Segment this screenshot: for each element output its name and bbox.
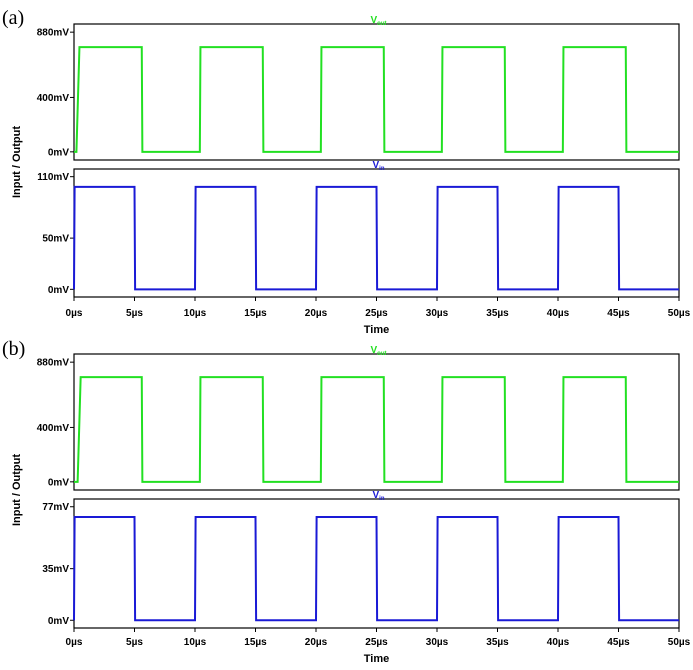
y-tick-label: 110mV — [37, 172, 69, 183]
x-tick-label: 0µs — [66, 308, 83, 319]
x-tick-label: 15µs — [244, 637, 267, 648]
x-tick-label: 25µs — [365, 308, 388, 319]
x-tick-label: 0µs — [66, 637, 83, 648]
y-tick-label: 400mV — [37, 93, 70, 104]
x-tick-label: 45µs — [607, 308, 630, 319]
y-axis-title: Input / Output — [11, 454, 23, 526]
subplot-out: Vout 880mV 400mV 0mV — [37, 345, 680, 491]
plot-frame — [73, 23, 680, 161]
subplot-out: Vout 880mV 400mV 0mV — [37, 15, 680, 161]
plot-frame — [73, 353, 680, 491]
x-tick-label: 30µs — [426, 637, 449, 648]
panel-label: (a) — [2, 7, 24, 29]
y-tick-label: 0mV — [48, 147, 69, 158]
y-tick-label: 35mV — [42, 564, 69, 575]
panel-a: (a) Vout 880mV 400mV 0mV Vin 110mV 50mV 0mV 0µs 5µ… — [2, 7, 691, 336]
x-tick-label: 50µs — [668, 308, 691, 319]
y-tick-label: 50mV — [42, 234, 69, 245]
trace-title: Vout — [371, 345, 387, 357]
trace-title: Vout — [371, 15, 387, 27]
series-line-vout — [74, 376, 679, 483]
y-tick-label: 0mV — [48, 477, 69, 488]
x-tick-label: 35µs — [486, 308, 509, 319]
trace-title: Vin — [372, 490, 384, 502]
x-tick-label: 35µs — [486, 637, 509, 648]
x-tick-label: 10µs — [184, 308, 207, 319]
subplot-in: Vin 110mV 50mV 0mV — [37, 160, 680, 298]
panel-b: (b) Vout 880mV 400mV 0mV Vin 77mV 35mV 0mV 0µs 5µs… — [2, 338, 691, 665]
y-tick-label: 77mV — [42, 502, 69, 513]
subplot-in: Vin 77mV 35mV 0mV — [42, 490, 680, 629]
panel-label: (b) — [2, 338, 25, 360]
y-tick-label: 880mV — [37, 358, 70, 369]
x-tick-label: 15µs — [244, 308, 267, 319]
y-tick-label: 0mV — [48, 285, 69, 296]
series-line-vout — [74, 46, 679, 153]
x-tick-label: 40µs — [547, 637, 570, 648]
y-axis-title: Input / Output — [11, 126, 23, 198]
x-tick-label: 50µs — [668, 637, 691, 648]
x-tick-label: 45µs — [607, 637, 630, 648]
y-tick-label: 880mV — [37, 28, 70, 39]
x-tick-label: 5µs — [126, 308, 143, 319]
x-tick-label: 5µs — [126, 637, 143, 648]
series-line-vin — [73, 185, 679, 291]
series-line-vin — [73, 516, 679, 622]
x-tick-label: 20µs — [305, 637, 328, 648]
x-tick-label: 25µs — [365, 637, 388, 648]
trace-title: Vin — [372, 160, 384, 172]
x-axis-title: Time — [364, 324, 389, 336]
x-tick-label: 10µs — [184, 637, 207, 648]
y-tick-label: 0mV — [48, 616, 69, 627]
x-tick-label: 40µs — [547, 308, 570, 319]
y-tick-label: 400mV — [37, 423, 70, 434]
x-tick-label: 30µs — [426, 308, 449, 319]
x-tick-label: 20µs — [305, 308, 328, 319]
x-axis-title: Time — [364, 653, 389, 665]
